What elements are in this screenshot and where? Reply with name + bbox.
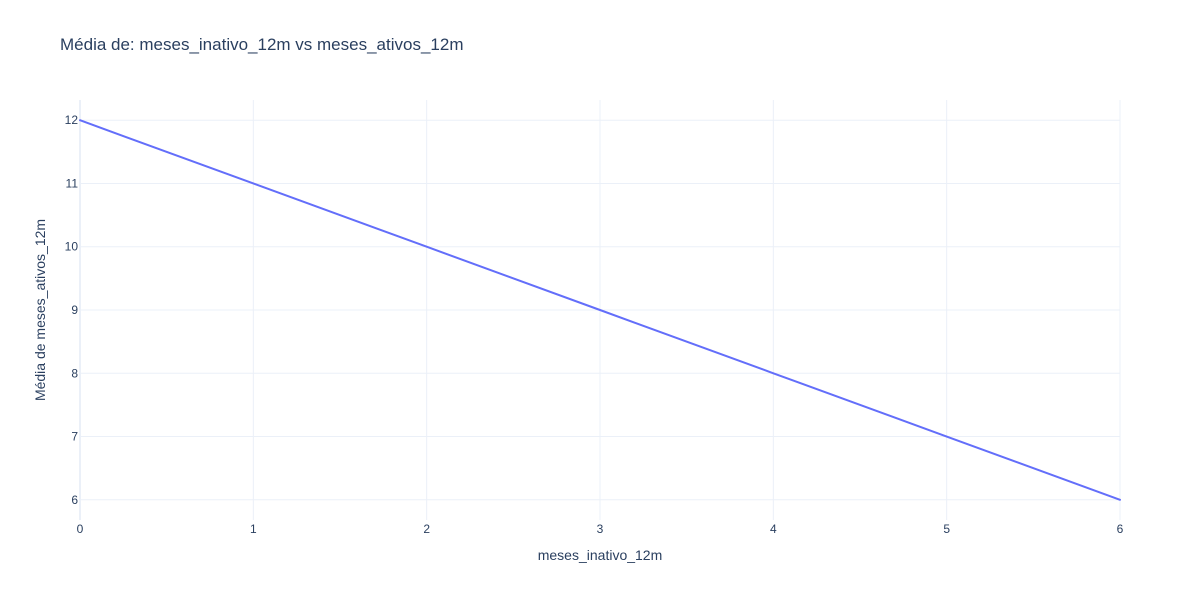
- data-point[interactable]: [770, 370, 776, 376]
- data-point[interactable]: [250, 180, 256, 186]
- data-point[interactable]: [597, 307, 603, 313]
- y-tick-label: 12: [65, 113, 79, 127]
- x-tick-label: 6: [1117, 522, 1124, 536]
- x-tick-label: 5: [943, 522, 950, 536]
- x-axis-title: meses_inativo_12m: [538, 547, 663, 563]
- y-tick-label: 9: [71, 303, 78, 317]
- x-axis-ticks: 0 1 2 3 4 5 6: [77, 522, 1124, 536]
- y-tick-label: 7: [71, 430, 78, 444]
- y-tick-label: 8: [71, 366, 78, 380]
- x-tick-label: 4: [770, 522, 777, 536]
- x-tick-label: 1: [250, 522, 257, 536]
- data-point[interactable]: [1117, 497, 1123, 503]
- x-tick-label: 3: [597, 522, 604, 536]
- data-point[interactable]: [944, 434, 950, 440]
- y-axis-title: Média de meses_ativos_12m: [32, 219, 48, 401]
- data-point[interactable]: [424, 244, 430, 250]
- y-tick-label: 6: [71, 493, 78, 507]
- series-line: [79, 119, 1121, 501]
- y-axis-ticks: 6 7 8 9 10 11 12: [65, 113, 79, 507]
- y-tick-label: 11: [66, 176, 79, 190]
- y-tick-label: 10: [65, 240, 79, 254]
- chart-title: Média de: meses_inativo_12m vs meses_ati…: [60, 35, 463, 54]
- series-layer: [79, 119, 1123, 503]
- x-tick-label: 2: [423, 522, 430, 536]
- x-tick-label: 0: [77, 522, 84, 536]
